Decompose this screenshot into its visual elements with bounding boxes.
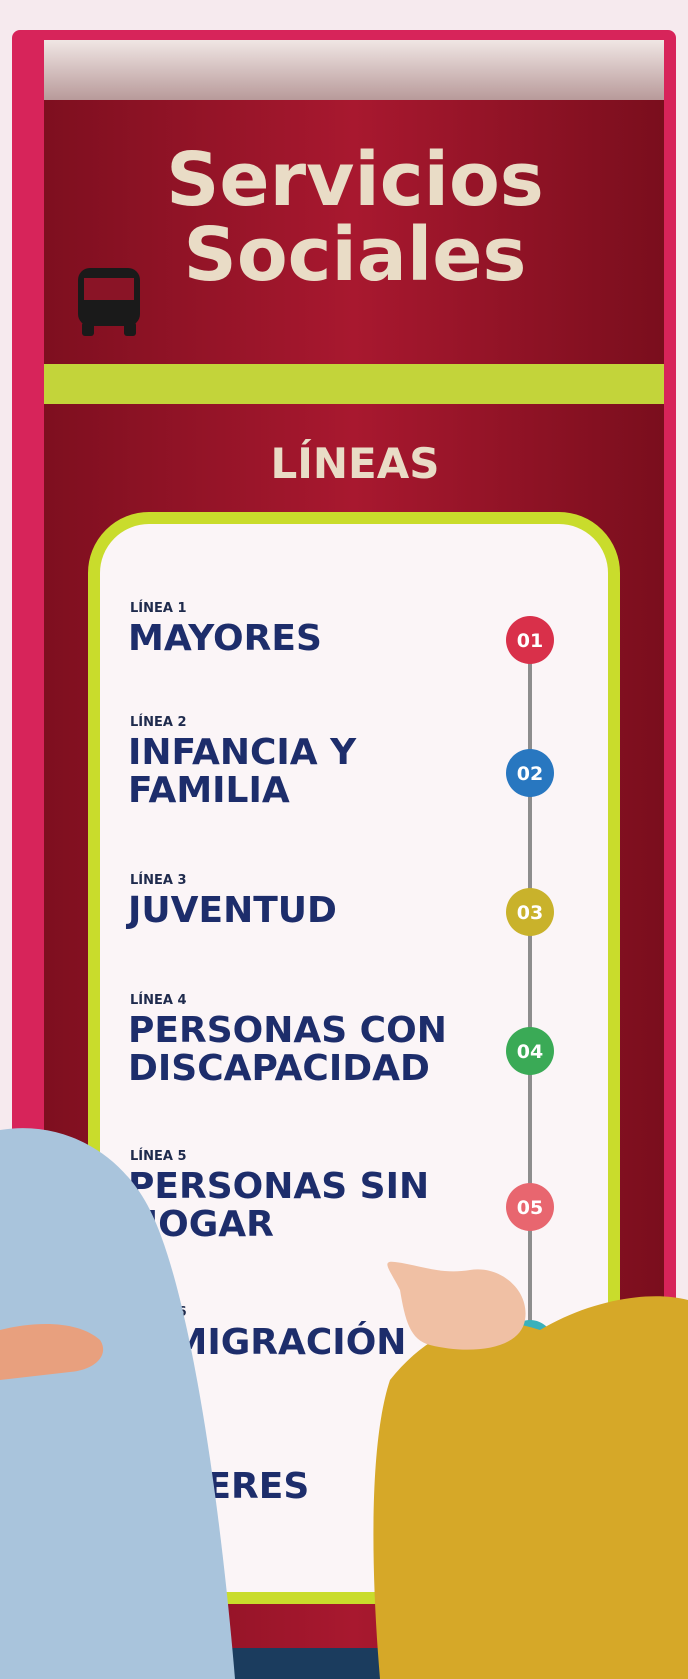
line-name: DISCAPACIDAD [128,1048,430,1089]
line-name: MAYORES [128,618,322,659]
totem-top [44,40,664,100]
line-label: LÍNEA 1 [130,600,187,616]
line-number: 05 [517,1197,543,1219]
line-name: PERSONAS CON [128,1010,447,1051]
lime-stripe [44,364,664,404]
line-name: PERSONAS SIN [128,1166,429,1207]
line-name: INFANCIA Y [128,732,357,773]
subtitle: LÍNEAS [271,438,440,488]
line-number: 03 [517,902,543,924]
poster: Servicios Sociales LÍNEAS LÍNEA 1 MAYORES… [0,0,688,1679]
line-name: JUVENTUD [125,890,337,931]
line-name: FAMILIA [128,770,290,811]
title-line: Sociales [184,212,527,298]
line-label: LÍNEA 2 [130,714,187,730]
line-label: LÍNEA 3 [130,872,187,888]
title-line: Servicios [166,137,544,223]
line-number: 02 [517,763,543,785]
line-number: 04 [517,1041,543,1063]
bus-icon [78,268,140,336]
line-label: LÍNEA 5 [130,1148,187,1164]
line-label: LÍNEA 4 [130,992,187,1008]
line-number: 01 [517,630,543,652]
